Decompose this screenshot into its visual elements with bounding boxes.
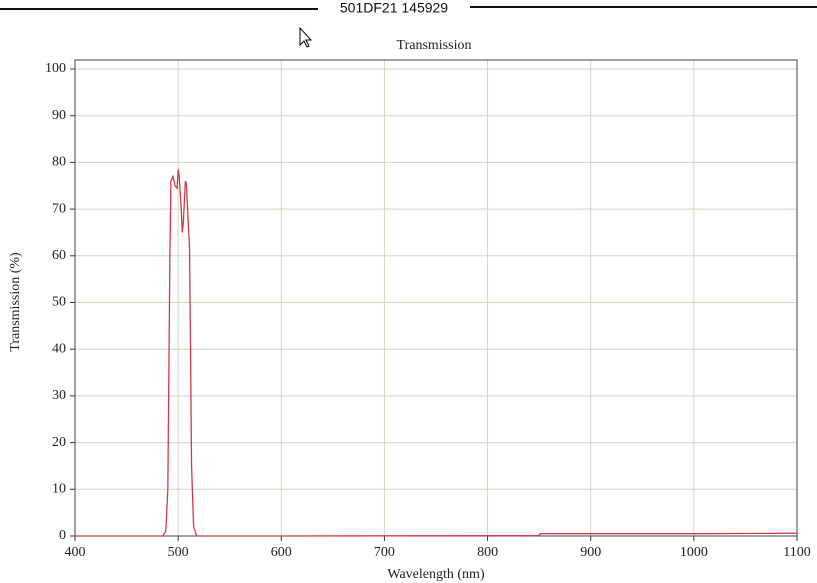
y-tick-label: 60 — [52, 248, 66, 263]
y-tick-label: 10 — [52, 482, 66, 497]
y-tick-label: 40 — [52, 341, 66, 356]
x-tick-label: 700 — [374, 545, 395, 560]
y-tick-label: 100 — [45, 61, 66, 76]
x-tick-label: 400 — [65, 545, 86, 560]
x-tick-label: 600 — [271, 545, 292, 560]
x-tick-label: 1100 — [783, 545, 810, 560]
y-tick-label: 90 — [52, 108, 66, 123]
y-tick-label: 0 — [59, 528, 66, 543]
y-tick-label: 80 — [52, 155, 66, 170]
x-tick-label: 500 — [168, 545, 189, 560]
y-tick-label: 20 — [52, 435, 66, 450]
cursor — [299, 26, 313, 48]
y-tick-label: 30 — [52, 388, 66, 403]
y-tick-label: 70 — [52, 201, 66, 216]
x-tick-label: 800 — [477, 545, 498, 560]
x-tick-label: 1000 — [680, 545, 708, 560]
y-tick-label: 50 — [52, 295, 66, 310]
chart-title: Transmission — [397, 38, 472, 53]
x-axis-label: Wavelength (nm) — [387, 567, 485, 582]
plot-frame — [74, 59, 798, 537]
y-axis-label: Transmission (%) — [8, 252, 23, 352]
x-tick-label: 900 — [580, 545, 601, 560]
header: 501DF21 145929 — [340, 0, 448, 16]
data-line — [75, 169, 798, 537]
